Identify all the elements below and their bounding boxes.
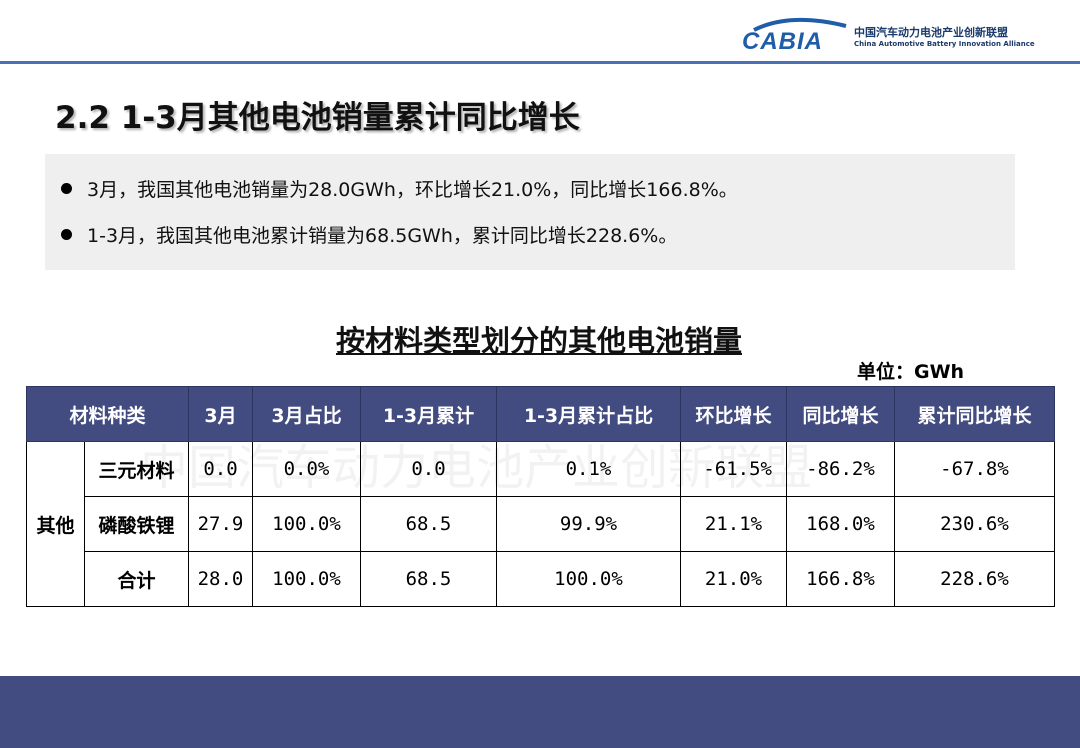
- value-cell: 28.0: [188, 551, 253, 607]
- value-cell: 230.6%: [894, 496, 1055, 552]
- value-cell: 228.6%: [894, 551, 1055, 607]
- logo-text: CABIA: [742, 28, 823, 55]
- value-cell: 21.1%: [680, 496, 787, 552]
- bullet-dot-icon: [61, 229, 72, 240]
- unit-label: 单位：GWh: [857, 361, 965, 383]
- material-cell: 三元材料: [84, 441, 189, 497]
- value-cell: -67.8%: [894, 441, 1055, 497]
- col-header: 1-3月累计: [360, 386, 497, 442]
- logo-arc-icon: [753, 17, 847, 32]
- value-cell: 68.5: [360, 551, 497, 607]
- table-row: 磷酸铁锂 27.9 100.0% 68.5 99.9% 21.1% 168.0%…: [27, 496, 1055, 552]
- bullet-dot-icon: [61, 183, 72, 194]
- sales-table: 材料种类 3月 3月占比 1-3月累计 1-3月累计占比 环比增长 同比增长 累…: [26, 386, 1055, 607]
- org-name-cn: 中国汽车动力电池产业创新联盟: [854, 26, 1008, 39]
- page-title: 2.2 1-3月其他电池销量累计同比增长: [55, 100, 580, 136]
- group-label: 其他: [26, 441, 85, 607]
- col-header: 环比增长: [680, 386, 787, 442]
- col-header: 同比增长: [786, 386, 895, 442]
- material-cell: 磷酸铁锂: [84, 496, 189, 552]
- col-header: 3月占比: [252, 386, 361, 442]
- col-header: 材料种类: [26, 386, 189, 442]
- value-cell: 21.0%: [680, 551, 787, 607]
- summary-box: 3月，我国其他电池销量为28.0GWh，环比增长21.0%，同比增长166.8%…: [45, 154, 1015, 270]
- footer-band: [0, 676, 1080, 748]
- table-title: 按材料类型划分的其他电池销量: [335, 324, 742, 358]
- value-cell: 168.0%: [786, 496, 895, 552]
- value-cell: -86.2%: [786, 441, 895, 497]
- cabia-logo: CABIA 中国汽车动力电池产业创新联盟 China Automotive Ba…: [738, 14, 1038, 55]
- table-row: 其他 三元材料 0.0 0.0% 0.0 0.1% -61.5% -86.2% …: [26, 441, 1055, 607]
- bullet-text: 3月，我国其他电池销量为28.0GWh，环比增长21.0%，同比增长166.8%…: [87, 179, 738, 201]
- value-cell: 0.0%: [252, 441, 361, 497]
- table-row: 合计 28.0 100.0% 68.5 100.0% 21.0% 166.8% …: [27, 551, 1055, 607]
- value-cell: 100.0%: [496, 551, 681, 607]
- value-cell: 166.8%: [786, 551, 895, 607]
- org-name-en: China Automotive Battery Innovation Alli…: [854, 40, 1035, 48]
- table-header-row: 材料种类 3月 3月占比 1-3月累计 1-3月累计占比 环比增长 同比增长 累…: [26, 386, 1055, 442]
- col-header: 累计同比增长: [894, 386, 1055, 442]
- value-cell: 68.5: [360, 496, 497, 552]
- col-header: 1-3月累计占比: [496, 386, 681, 442]
- value-cell: 0.0: [360, 441, 497, 497]
- header-divider-line: [0, 61, 1080, 64]
- summary-bullet: 3月，我国其他电池销量为28.0GWh，环比增长21.0%，同比增长166.8%…: [61, 175, 738, 202]
- col-header: 3月: [188, 386, 253, 442]
- value-cell: 100.0%: [252, 551, 361, 607]
- summary-bullet: 1-3月，我国其他电池累计销量为68.5GWh，累计同比增长228.6%。: [61, 221, 677, 248]
- material-cell: 合计: [84, 551, 189, 607]
- bullet-text: 1-3月，我国其他电池累计销量为68.5GWh，累计同比增长228.6%。: [87, 225, 678, 247]
- value-cell: 0.0: [188, 441, 253, 497]
- value-cell: 99.9%: [496, 496, 681, 552]
- value-cell: 0.1%: [496, 441, 681, 497]
- value-cell: 27.9: [188, 496, 253, 552]
- value-cell: 100.0%: [252, 496, 361, 552]
- value-cell: -61.5%: [680, 441, 787, 497]
